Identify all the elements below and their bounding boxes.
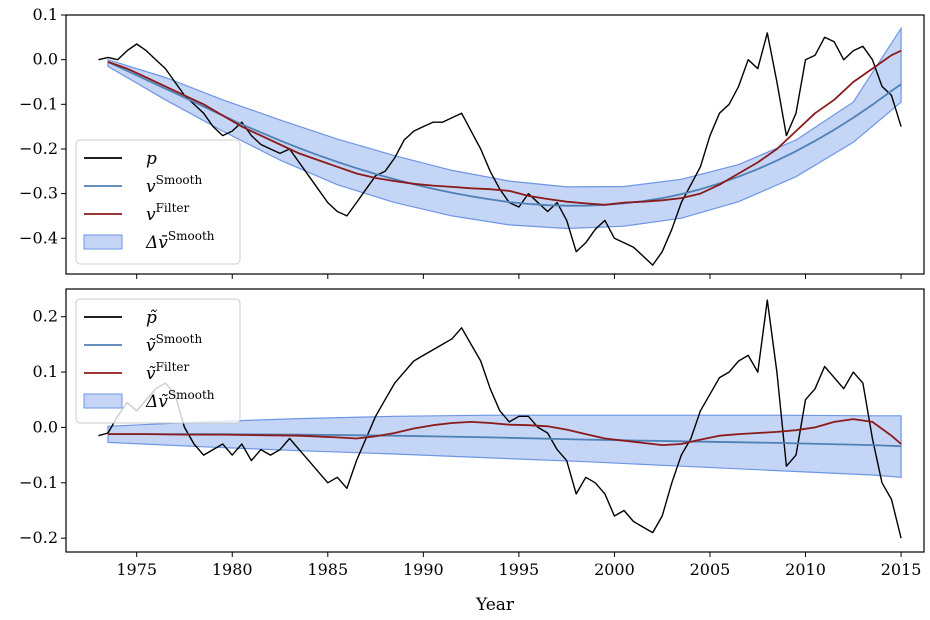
y-tick-label: 0.0 bbox=[33, 417, 58, 436]
x-tick-label: 1995 bbox=[499, 560, 540, 579]
top-panel: 0.1 0.0 −0.1 −0.2 −0.3 −0.4 p vSmooth vFilter Δv̄… bbox=[19, 5, 925, 279]
y-tick-label: −0.3 bbox=[19, 184, 58, 203]
legend-label: vFilter bbox=[146, 201, 190, 225]
y-tick-label: −0.2 bbox=[19, 528, 58, 547]
legend-label: ṽFilter bbox=[146, 360, 190, 384]
x-tick-label: 1990 bbox=[403, 560, 444, 579]
series-line-v_tilde_filter bbox=[108, 418, 902, 447]
x-axis-label: Year bbox=[475, 595, 515, 615]
legend-label: ṽSmooth bbox=[146, 332, 202, 356]
x-tick-label: 2000 bbox=[594, 560, 635, 579]
legend: p̃ ṽSmooth ṽFilter ΔṽSmooth bbox=[75, 298, 241, 424]
axes-frame bbox=[65, 14, 925, 275]
y-tick-label: 0.2 bbox=[33, 307, 58, 326]
legend-label: ΔṽSmooth bbox=[145, 388, 215, 412]
x-tick-label: 1980 bbox=[212, 560, 253, 579]
y-tick-label: −0.1 bbox=[19, 473, 58, 492]
x-tick-label: 2005 bbox=[690, 560, 731, 579]
series-line-v_filter bbox=[107, 49, 902, 206]
bottom-panel: 0.2 0.1 0.0 −0.1 −0.2 1975 1980 1985 1990 1995 200… bbox=[19, 288, 925, 579]
x-tick-label: 1985 bbox=[307, 560, 348, 579]
legend-swatch bbox=[83, 234, 123, 250]
x-tick-label: 1975 bbox=[116, 560, 157, 579]
legend-label: p̃ bbox=[146, 308, 157, 328]
legend-swatch bbox=[83, 393, 123, 409]
series-line-p_tilde bbox=[98, 299, 902, 539]
uncertainty-band bbox=[107, 26, 902, 230]
legend-label: vSmooth bbox=[146, 173, 202, 197]
plot-area bbox=[98, 299, 902, 539]
plot-area bbox=[98, 26, 902, 266]
y-tick-label: 0.1 bbox=[33, 362, 58, 381]
y-tick-label: −0.4 bbox=[19, 228, 58, 247]
y-tick-label: −0.1 bbox=[19, 94, 58, 113]
uncertainty-band bbox=[107, 414, 902, 478]
x-tick-label: 2015 bbox=[881, 560, 922, 579]
legend-label: p bbox=[146, 149, 157, 169]
y-tick-label: −0.2 bbox=[19, 139, 58, 158]
legend: p vSmooth vFilter Δv̄Smooth bbox=[75, 139, 241, 265]
y-tick-label: 0.0 bbox=[33, 50, 58, 69]
x-tick-label: 2010 bbox=[785, 560, 826, 579]
legend-label: Δv̄Smooth bbox=[145, 229, 215, 253]
y-tick-label: 0.1 bbox=[33, 5, 58, 24]
series-line-v_smooth bbox=[107, 61, 902, 207]
axes-frame bbox=[65, 288, 925, 553]
